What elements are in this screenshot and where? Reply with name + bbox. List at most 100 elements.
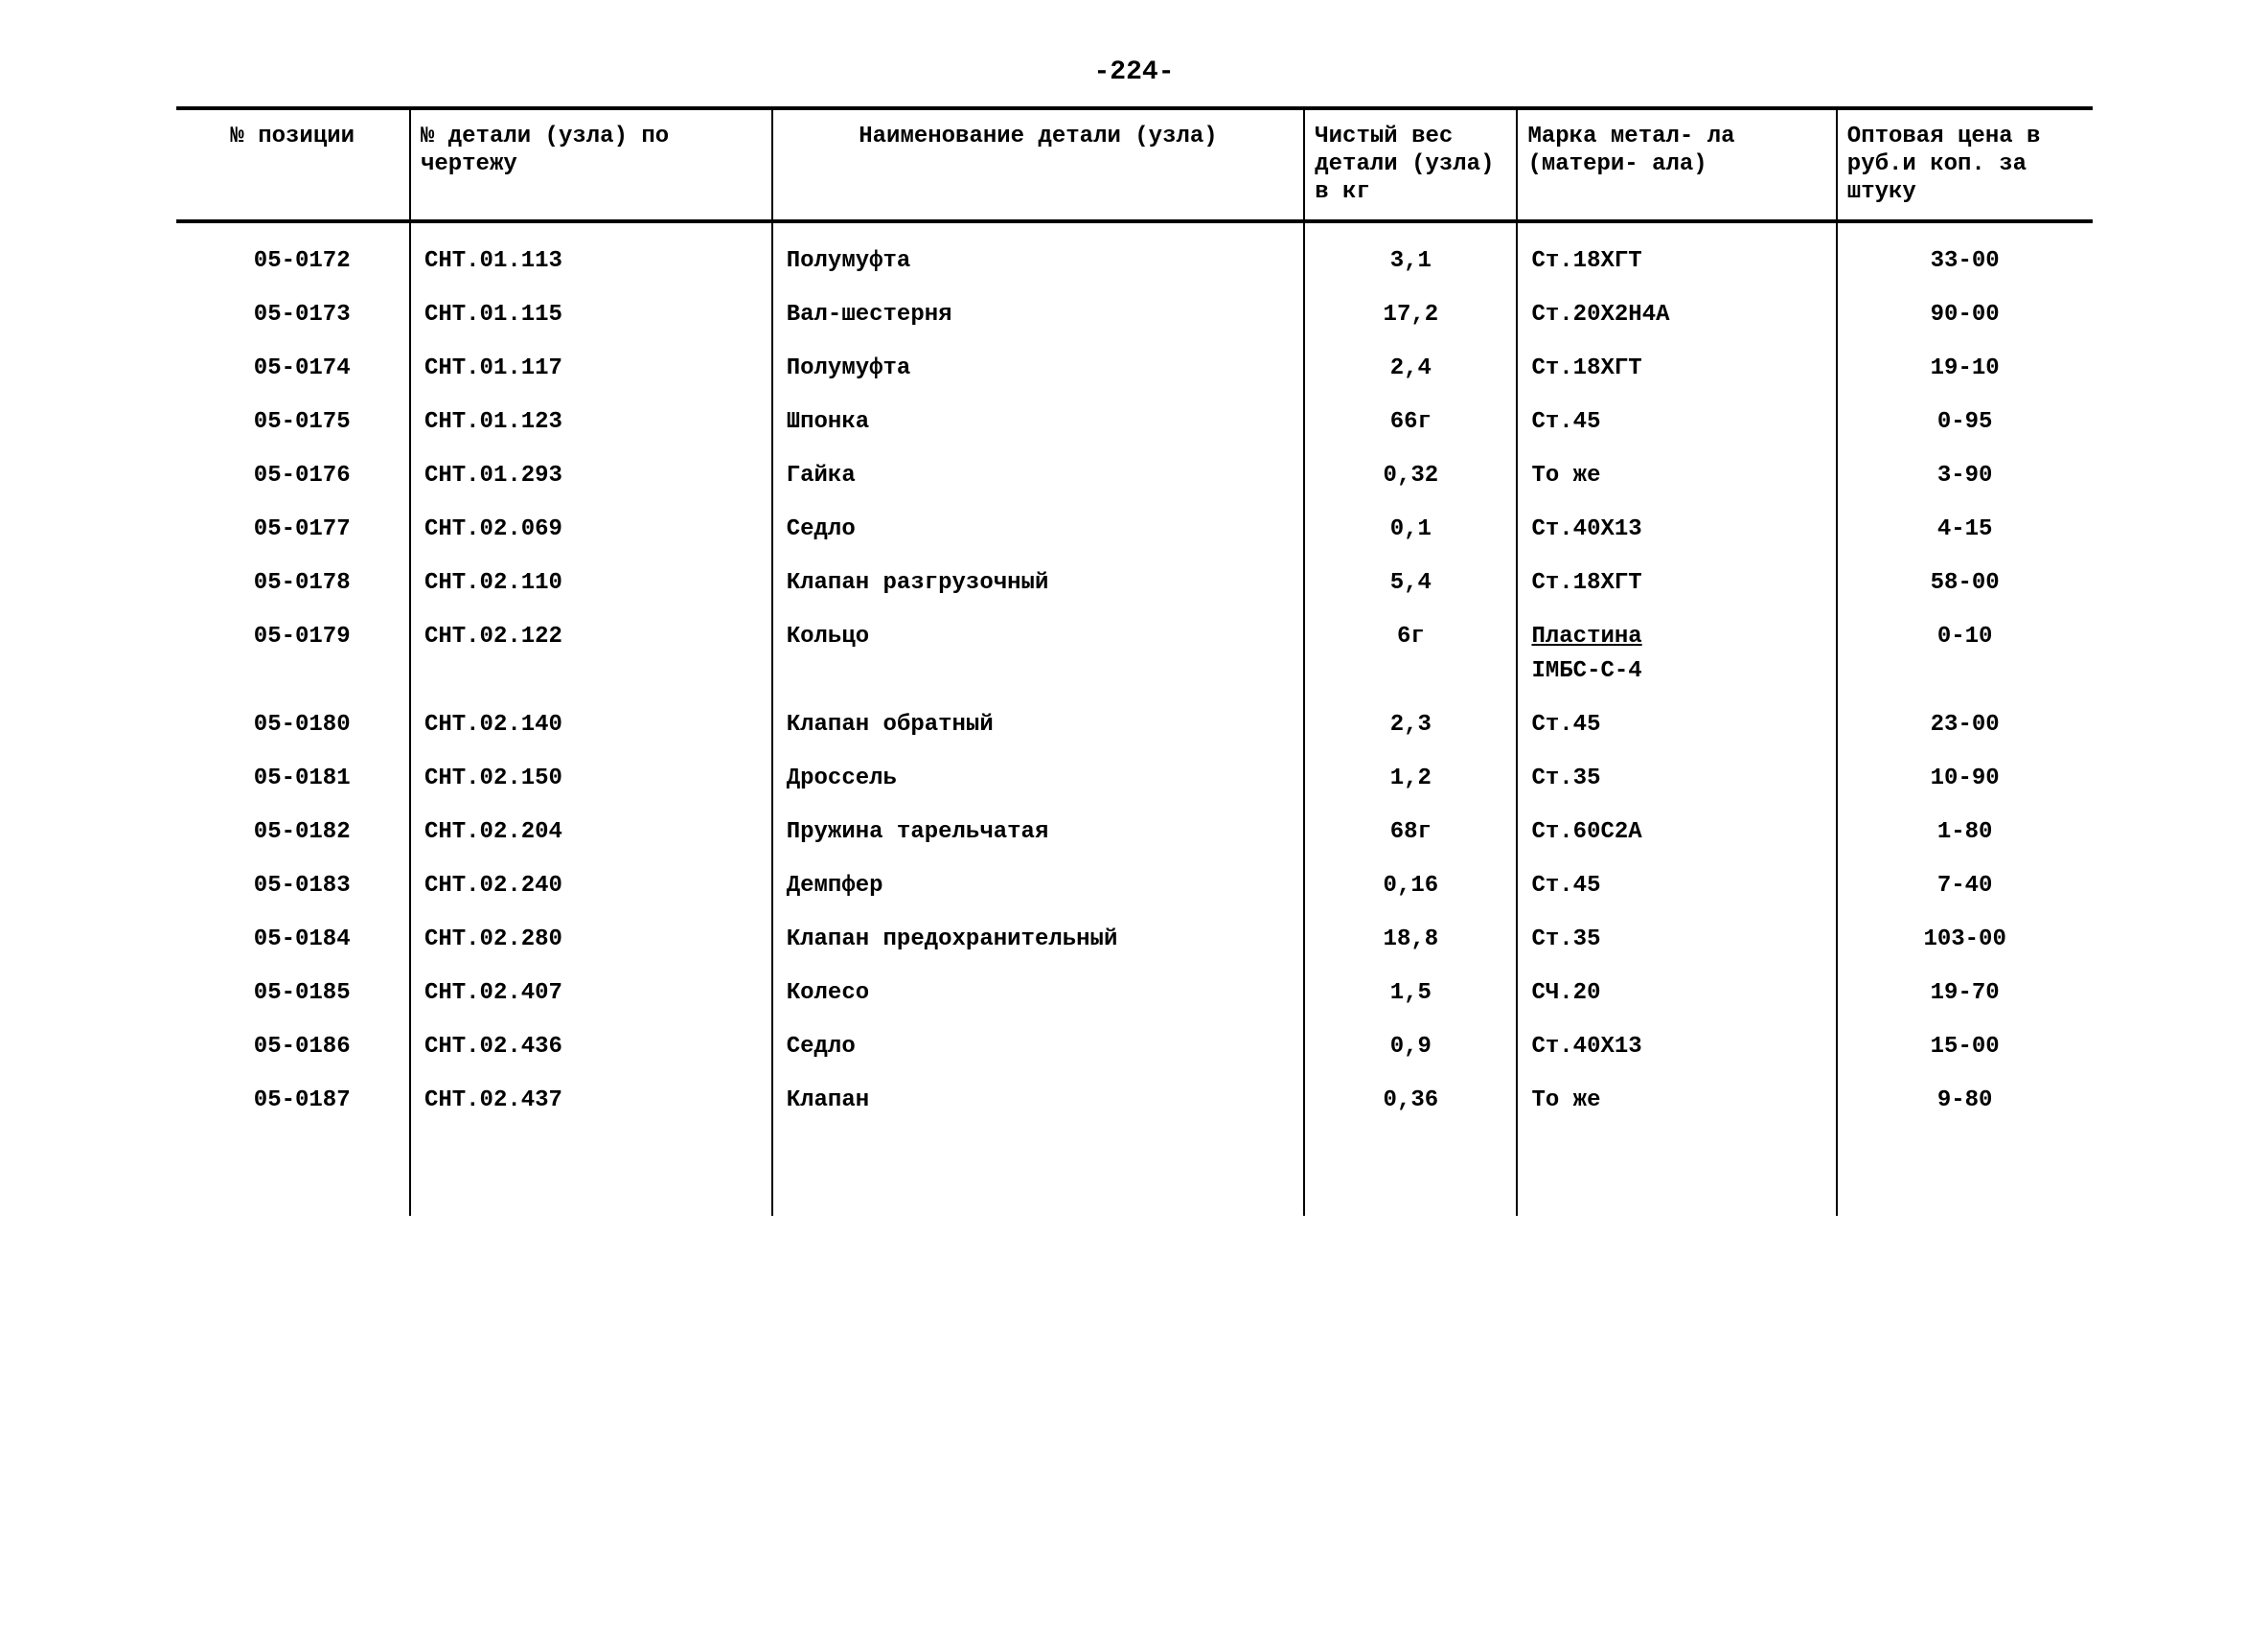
cell-col1: 05-0178 [176,557,410,610]
cell-col3: Гайка [772,449,1305,503]
cell-col4: 1,5 [1304,967,1517,1020]
cell-col3: Клапан предохранительный [772,913,1305,967]
cell-col1: 05-0180 [176,698,410,752]
cell-col3: Полумуфта [772,342,1305,396]
cell-col5: Ст.45 [1517,698,1836,752]
spacer-cell [1517,1128,1836,1216]
cell-col4: 66г [1304,396,1517,449]
spacer-cell [410,1128,772,1216]
table-row: 05-0178СНТ.02.110Клапан разгрузочный5,4С… [176,557,2093,610]
header-part-number: № детали (узла) по чертежу [410,108,772,221]
cell-col3: Клапан [772,1074,1305,1128]
cell-col2: СНТ.02.240 [410,859,772,913]
cell-col3: Полумуфта [772,221,1305,288]
cell-col4: 0,36 [1304,1074,1517,1128]
cell-col6: 0-10 [1837,610,2093,698]
cell-col5: СЧ.20 [1517,967,1836,1020]
header-price: Оптовая цена в руб.и коп. за штуку [1837,108,2093,221]
cell-col2: СНТ.01.115 [410,288,772,342]
cell-col2: СНТ.02.122 [410,610,772,698]
cell-col4: 68г [1304,806,1517,859]
cell-col4: 0,16 [1304,859,1517,913]
cell-col6: 19-70 [1837,967,2093,1020]
cell-col1: 05-0176 [176,449,410,503]
cell-col5: Ст.60С2А [1517,806,1836,859]
cell-col2: СНТ.01.117 [410,342,772,396]
cell-col4: 6г [1304,610,1517,698]
header-weight: Чистый вес детали (узла) в кг [1304,108,1517,221]
table-row: 05-0175СНТ.01.123Шпонка66гСт.450-95 [176,396,2093,449]
cell-col6: 3-90 [1837,449,2093,503]
cell-col6: 23-00 [1837,698,2093,752]
cell-col3: Колесо [772,967,1305,1020]
cell-col6: 15-00 [1837,1020,2093,1074]
cell-col1: 05-0175 [176,396,410,449]
table-row: 05-0181СНТ.02.150Дроссель1,2Ст.3510-90 [176,752,2093,806]
cell-col3: Клапан разгрузочный [772,557,1305,610]
cell-col5: Ст.40Х13 [1517,503,1836,557]
cell-col6: 9-80 [1837,1074,2093,1128]
cell-col6: 33-00 [1837,221,2093,288]
table-row: 05-0177СНТ.02.069Седло0,1Ст.40Х134-15 [176,503,2093,557]
cell-col2: СНТ.02.110 [410,557,772,610]
cell-col1: 05-0187 [176,1074,410,1128]
cell-col2: СНТ.01.293 [410,449,772,503]
cell-col3: Шпонка [772,396,1305,449]
table-row: 05-0187СНТ.02.437Клапан0,36То же9-80 [176,1074,2093,1128]
table-row: 05-0183СНТ.02.240Демпфер0,16Ст.457-40 [176,859,2093,913]
cell-col2: СНТ.02.150 [410,752,772,806]
cell-col6: 90-00 [1837,288,2093,342]
cell-col6: 4-15 [1837,503,2093,557]
table-row: 05-0173СНТ.01.115Вал-шестерня17,2Ст.20Х2… [176,288,2093,342]
table-body: 05-0172СНТ.01.113Полумуфта3,1Ст.18ХГТ33-… [176,221,2093,1216]
table-row: 05-0176СНТ.01.293Гайка0,32То же3-90 [176,449,2093,503]
cell-col2: СНТ.02.437 [410,1074,772,1128]
cell-col3: Демпфер [772,859,1305,913]
cell-col1: 05-0174 [176,342,410,396]
spacer-cell [176,1128,410,1216]
table-header: № позиции № детали (узла) по чертежу Наи… [176,108,2093,221]
cell-col5: ПластинаІМБС-С-4 [1517,610,1836,698]
parts-table: № позиции № детали (узла) по чертежу Наи… [176,106,2093,1216]
cell-col3: Пружина тарельчатая [772,806,1305,859]
cell-col4: 2,4 [1304,342,1517,396]
cell-col6: 103-00 [1837,913,2093,967]
cell-col4: 18,8 [1304,913,1517,967]
cell-col1: 05-0184 [176,913,410,967]
cell-col5: Ст.20Х2Н4А [1517,288,1836,342]
cell-col4: 17,2 [1304,288,1517,342]
cell-col2: СНТ.02.140 [410,698,772,752]
spacer-cell [1837,1128,2093,1216]
table-row: 05-0179СНТ.02.122Кольцо6гПластинаІМБС-С-… [176,610,2093,698]
table-row: 05-0182СНТ.02.204Пружина тарельчатая68гС… [176,806,2093,859]
header-material: Марка метал- ла (матери- ала) [1517,108,1836,221]
cell-col1: 05-0186 [176,1020,410,1074]
cell-col1: 05-0181 [176,752,410,806]
cell-col5: Ст.35 [1517,913,1836,967]
cell-col6: 58-00 [1837,557,2093,610]
cell-col1: 05-0182 [176,806,410,859]
table-row: 05-0186СНТ.02.436Седло0,9Ст.40Х1315-00 [176,1020,2093,1074]
cell-col1: 05-0185 [176,967,410,1020]
table-row: 05-0172СНТ.01.113Полумуфта3,1Ст.18ХГТ33-… [176,221,2093,288]
header-name: Наименование детали (узла) [772,108,1305,221]
cell-col2: СНТ.01.123 [410,396,772,449]
cell-col6: 19-10 [1837,342,2093,396]
cell-col2: СНТ.02.280 [410,913,772,967]
spacer-cell [1304,1128,1517,1216]
cell-col5: Ст.45 [1517,859,1836,913]
cell-col2: СНТ.02.204 [410,806,772,859]
cell-col6: 7-40 [1837,859,2093,913]
cell-col4: 2,3 [1304,698,1517,752]
cell-col5: То же [1517,449,1836,503]
cell-col4: 0,32 [1304,449,1517,503]
cell-col2: СНТ.02.069 [410,503,772,557]
table-row: 05-0185СНТ.02.407Колесо1,5СЧ.2019-70 [176,967,2093,1020]
spacer-row [176,1128,2093,1216]
document-page: -224- № позиции № детали (узла) по черте… [176,57,2093,1216]
table-row: 05-0174СНТ.01.117Полумуфта2,4Ст.18ХГТ19-… [176,342,2093,396]
cell-col4: 1,2 [1304,752,1517,806]
cell-col1: 05-0172 [176,221,410,288]
cell-col3: Клапан обратный [772,698,1305,752]
table-row: 05-0184СНТ.02.280Клапан предохранительны… [176,913,2093,967]
